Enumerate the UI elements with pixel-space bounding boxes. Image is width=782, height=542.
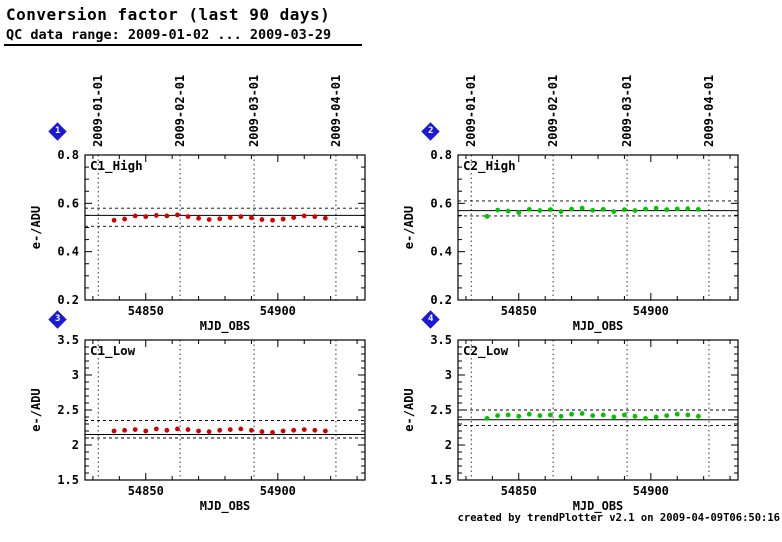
plot-C1_High: 2009-01-01 2009-02-01 2009-03-01 2009-04-01… xyxy=(29,75,366,334)
svg-text:2: 2 xyxy=(72,438,79,452)
svg-text:C2_High: C2_High xyxy=(463,158,516,174)
svg-text:0.8: 0.8 xyxy=(430,148,452,162)
plots-canvas: 2009-01-01 2009-02-01 2009-03-01 2009-04-01… xyxy=(29,75,739,514)
page-title: Conversion factor (last 90 days) xyxy=(6,5,331,24)
svg-text:MJD_OBS: MJD_OBS xyxy=(200,499,251,514)
svg-text:54900: 54900 xyxy=(633,484,669,498)
svg-text:0.4: 0.4 xyxy=(430,245,452,259)
control-lines xyxy=(85,207,365,227)
control-lines xyxy=(85,420,365,439)
svg-text:MJD_OBS: MJD_OBS xyxy=(200,319,251,334)
data-points xyxy=(484,411,701,421)
svg-text:54850: 54850 xyxy=(128,304,164,318)
svg-text:3: 3 xyxy=(72,368,79,382)
svg-text:2009-01-01: 2009-01-01 xyxy=(464,75,478,147)
svg-text:1.5: 1.5 xyxy=(430,473,452,487)
svg-text:2009-01-01: 2009-01-01 xyxy=(91,75,105,147)
svg-text:2: 2 xyxy=(445,438,452,452)
svg-text:C1_High: C1_High xyxy=(90,158,143,174)
svg-text:2.5: 2.5 xyxy=(430,403,452,417)
svg-text:e-/ADU: e-/ADU xyxy=(29,388,43,431)
month-gridlines: 2009-01-01 2009-02-01 2009-03-01 2009-04-01 xyxy=(464,75,716,300)
month-gridlines: 2009-01-01 2009-02-01 2009-03-01 2009-04-01 xyxy=(91,75,343,300)
svg-text:54900: 54900 xyxy=(633,304,669,318)
svg-text:54850: 54850 xyxy=(501,484,537,498)
svg-text:54850: 54850 xyxy=(128,484,164,498)
svg-text:MJD_OBS: MJD_OBS xyxy=(573,499,624,514)
svg-text:2009-04-01: 2009-04-01 xyxy=(329,75,343,147)
axis-ticks xyxy=(458,339,738,481)
control-lines xyxy=(458,409,738,426)
svg-text:2009-03-01: 2009-03-01 xyxy=(620,75,634,147)
svg-text:54850: 54850 xyxy=(501,304,537,318)
plot-C1_Low: 54850 54900 1.5 2 2.5 3 3.5 MJD_OBS e-/ADU C1_Low xyxy=(29,333,366,514)
svg-text:MJD_OBS: MJD_OBS xyxy=(573,319,624,334)
plot-C2_High: 2009-01-01 2009-02-01 2009-03-01 2009-04-01… xyxy=(402,75,739,334)
axis-ticks xyxy=(85,154,365,301)
svg-text:2009-02-01: 2009-02-01 xyxy=(173,75,187,147)
axis-ticks xyxy=(85,339,365,481)
footer-credit: created by trendPlotter v2.1 on 2009-04-… xyxy=(457,512,780,524)
month-gridlines xyxy=(470,340,710,480)
axis-ticks xyxy=(458,154,738,301)
qc-data-range: QC data range: 2009-01-02 ... 2009-03-29 xyxy=(6,27,332,43)
axes-frame xyxy=(84,154,366,301)
axes-frame xyxy=(84,339,366,481)
svg-text:2009-02-01: 2009-02-01 xyxy=(546,75,560,147)
data-points xyxy=(111,426,328,435)
svg-text:2009-04-01: 2009-04-01 xyxy=(702,75,716,147)
svg-text:2009-03-01: 2009-03-01 xyxy=(247,75,261,147)
svg-text:3.5: 3.5 xyxy=(430,333,452,347)
month-gridlines xyxy=(97,340,337,480)
svg-text:3: 3 xyxy=(445,368,452,382)
axes-frame xyxy=(457,154,739,301)
svg-text:C2_Low: C2_Low xyxy=(463,343,509,359)
control-lines xyxy=(458,200,738,217)
svg-text:e-/ADU: e-/ADU xyxy=(402,206,416,249)
svg-text:54900: 54900 xyxy=(260,484,296,498)
svg-text:54900: 54900 xyxy=(260,304,296,318)
data-points xyxy=(484,205,701,219)
svg-text:0.2: 0.2 xyxy=(430,293,452,307)
svg-text:e-/ADU: e-/ADU xyxy=(29,206,43,249)
header-rule xyxy=(4,44,362,46)
svg-text:e-/ADU: e-/ADU xyxy=(402,388,416,431)
svg-text:3.5: 3.5 xyxy=(57,333,79,347)
svg-text:0.8: 0.8 xyxy=(57,148,79,162)
data-points xyxy=(111,212,328,223)
svg-text:0.2: 0.2 xyxy=(57,293,79,307)
svg-text:2.5: 2.5 xyxy=(57,403,79,417)
svg-text:0.6: 0.6 xyxy=(57,196,79,210)
svg-text:0.4: 0.4 xyxy=(57,245,79,259)
svg-text:C1_Low: C1_Low xyxy=(90,343,136,359)
plot-C2_Low: 54850 54900 1.5 2 2.5 3 3.5 MJD_OBS e-/ADU C2_Low xyxy=(402,333,739,514)
svg-text:1.5: 1.5 xyxy=(57,473,79,487)
svg-text:0.6: 0.6 xyxy=(430,196,452,210)
